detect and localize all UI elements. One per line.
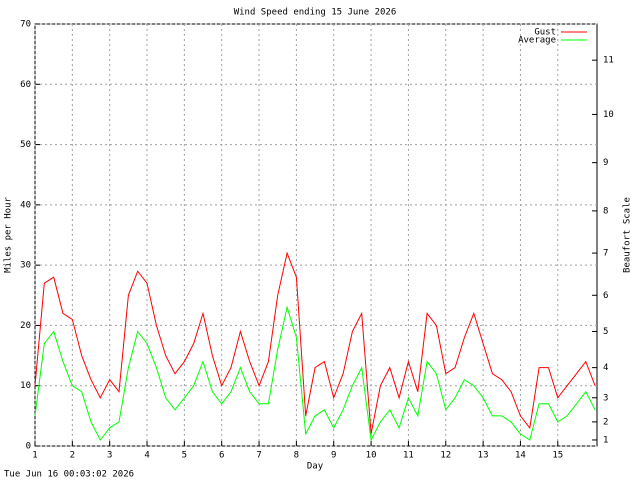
footer: Tue Jun 16 00:03:02 2026 xyxy=(4,470,134,480)
legend-label: Average xyxy=(518,36,556,46)
y2-axis-label: Beaufort Scale xyxy=(623,197,633,273)
x-tick-label: 6 xyxy=(219,451,224,461)
x-tick-label: 11 xyxy=(403,451,414,461)
y-tick-label: 50 xyxy=(20,140,31,150)
line-series xyxy=(34,305,596,442)
y2-tick-label: 3 xyxy=(603,393,608,403)
y-tick-label: 20 xyxy=(20,321,31,331)
line-series xyxy=(34,251,596,434)
y-tick-label: 10 xyxy=(20,381,31,391)
x-axis-label: Day xyxy=(307,462,324,472)
legend-label: Gust xyxy=(534,28,556,38)
y-tick-label: 0 xyxy=(26,442,31,452)
chart-title: Wind Speed ending 15 June 2026 xyxy=(234,8,397,18)
plot-frame xyxy=(34,23,598,447)
x-tick-label: 10 xyxy=(366,451,377,461)
x-tick-label: 15 xyxy=(552,451,563,461)
x-tick-label: 13 xyxy=(478,451,489,461)
y-axis-label: Miles per Hour xyxy=(4,196,14,272)
y2-tick-label: 2 xyxy=(603,417,608,427)
y-tick-label: 30 xyxy=(20,261,31,271)
y2-tick-label: 7 xyxy=(603,249,608,259)
y2-tick-label: 5 xyxy=(603,327,608,337)
y-tick-label: 70 xyxy=(20,20,31,30)
x-tick-label: 3 xyxy=(107,451,112,461)
y2-tick-label: 6 xyxy=(603,291,608,301)
x-tick-label: 7 xyxy=(256,451,261,461)
x-tick-label: 4 xyxy=(144,451,149,461)
y2-tick-label: 9 xyxy=(603,158,608,168)
y-tick-label: 40 xyxy=(20,200,31,210)
x-tick-label: 5 xyxy=(182,451,187,461)
y2-tick-label: 10 xyxy=(603,110,614,120)
x-tick-label: 2 xyxy=(70,451,75,461)
y2-tick-label: 11 xyxy=(603,56,614,66)
x-tick-label: 8 xyxy=(294,451,299,461)
y2-tick-label: 1 xyxy=(603,435,608,445)
y2-tick-label: 8 xyxy=(603,206,608,216)
y2-tick-label: 4 xyxy=(603,363,608,373)
x-tick-label: 9 xyxy=(331,451,336,461)
x-tick-label: 14 xyxy=(515,451,526,461)
x-tick-label: 12 xyxy=(440,451,451,461)
y-tick-label: 60 xyxy=(20,80,31,90)
x-tick-label: 1 xyxy=(32,451,37,461)
